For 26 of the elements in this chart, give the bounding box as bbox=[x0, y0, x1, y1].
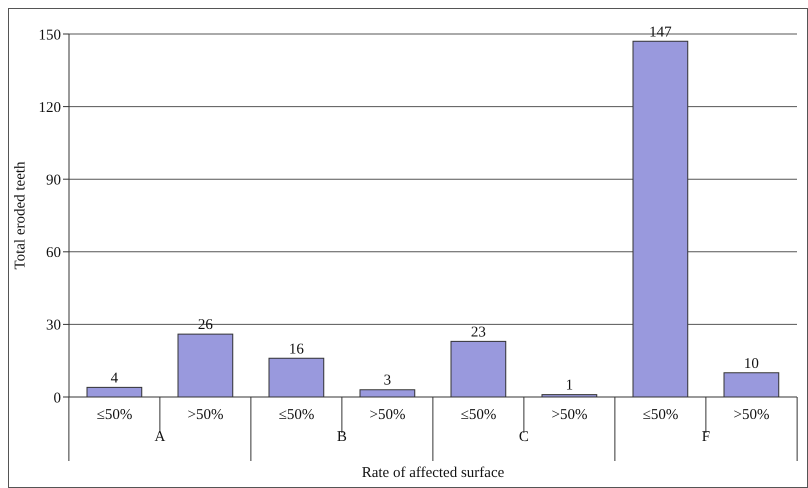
y-tick-label: 60 bbox=[46, 245, 61, 262]
x-tick-label: ≤50% bbox=[278, 407, 314, 423]
y-tick-label: 0 bbox=[54, 390, 61, 406]
x-tick-label: >50% bbox=[370, 407, 406, 423]
y-axis-title: Total eroded teeth bbox=[12, 160, 28, 270]
data-label: 23 bbox=[470, 324, 486, 340]
data-label: 3 bbox=[384, 372, 392, 389]
y-tick-label: 120 bbox=[38, 100, 61, 116]
y-tick-label: 30 bbox=[46, 318, 61, 334]
text: F bbox=[702, 429, 710, 445]
y-tick-label: 150 bbox=[38, 27, 61, 44]
data-label: 4 bbox=[110, 370, 119, 386]
x-tick-label: ≤50% bbox=[642, 407, 678, 423]
text: C bbox=[518, 429, 529, 445]
data-label: 16 bbox=[288, 341, 304, 358]
x-tick-label: >50% bbox=[734, 407, 770, 423]
x-tick-label: ≤50% bbox=[96, 407, 132, 423]
text: A bbox=[154, 429, 166, 445]
x-tick-label: >50% bbox=[552, 407, 588, 423]
x-tick-label: ≤50% bbox=[460, 407, 496, 423]
data-label: 10 bbox=[744, 356, 759, 372]
text: B bbox=[336, 429, 347, 445]
x-axis-title: Rate of affected surface bbox=[362, 465, 505, 481]
x-tick-label: >50% bbox=[188, 407, 224, 423]
y-tick-label: 90 bbox=[46, 172, 61, 189]
data-label: 1 bbox=[566, 378, 574, 394]
